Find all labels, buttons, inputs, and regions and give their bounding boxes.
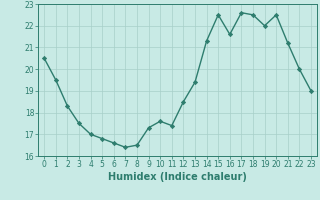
- X-axis label: Humidex (Indice chaleur): Humidex (Indice chaleur): [108, 172, 247, 182]
